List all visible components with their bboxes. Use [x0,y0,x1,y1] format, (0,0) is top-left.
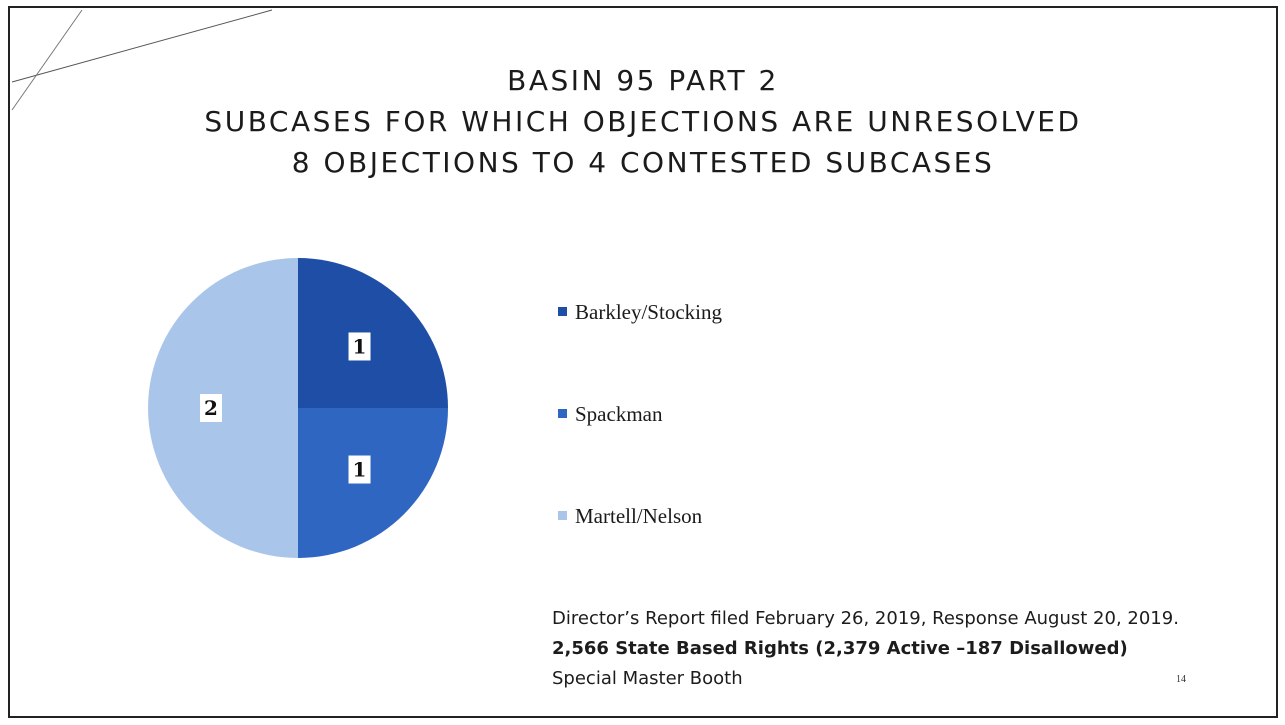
legend-item-martell-nelson: Martell/Nelson [558,504,702,529]
data-label-spackman: 1 [353,458,367,482]
data-label-barkley-stocking: 1 [353,334,367,358]
report-notes: Director’s Report filed February 26, 201… [552,604,1179,694]
legend-label: Martell/Nelson [575,504,703,528]
corner-scratch-mark [11,9,273,111]
data-label-box-barkley-stocking [348,332,371,361]
legend-label: Barkley/Stocking [575,300,722,324]
legend-swatch [558,511,567,520]
title-line-3: 8 OBJECTIONS TO 4 CONTESTED SUBCASES [291,146,995,179]
special-master-line: Special Master Booth [552,668,743,689]
page-number: 14 [1176,674,1186,685]
title-line-2: SUBCASES FOR WHICH OBJECTIONS ARE UNRESO… [204,105,1082,138]
state-rights-line: 2,566 State Based Rights (2,379 Active –… [552,638,1128,659]
slide-title: BASIN 95 PART 2 SUBCASES FOR WHICH OBJEC… [10,60,1276,183]
pie-slice-barkley-stocking [298,258,448,408]
pie-slice-spackman [298,408,448,558]
legend-label: Spackman [575,402,663,426]
pie-chart: 1 1 2 [148,258,448,558]
data-label-martell-nelson: 2 [204,396,218,420]
legend-swatch [558,307,567,316]
data-label-box-martell-nelson [200,394,222,422]
title-line-1: BASIN 95 PART 2 [507,64,779,97]
pie-slice-martell-nelson [148,258,298,558]
legend-item-barkley-stocking: Barkley/Stocking [558,300,722,325]
slide: BASIN 95 PART 2 SUBCASES FOR WHICH OBJEC… [8,6,1278,718]
data-label-box-spackman [348,455,371,484]
report-filed-line: Director’s Report filed February 26, 201… [552,608,1179,629]
legend-swatch [558,409,567,418]
legend-item-spackman: Spackman [558,402,662,427]
